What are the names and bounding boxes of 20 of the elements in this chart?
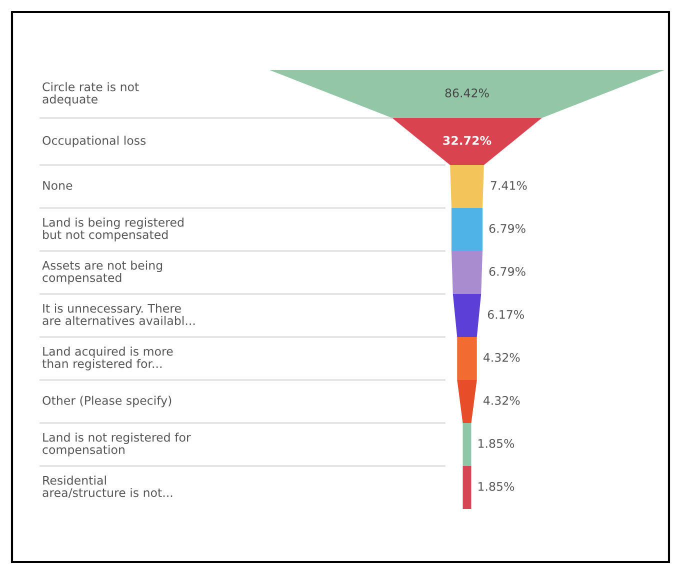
category-label: Occupational loss xyxy=(42,136,146,148)
data-label: 1.85% xyxy=(478,482,514,491)
data-label: 4.32% xyxy=(483,352,520,362)
data-label: 32.72% xyxy=(443,136,492,145)
data-label: 86.42% xyxy=(445,88,489,98)
category-label: Other (Please specify) xyxy=(42,396,172,408)
category-label: Land is not registered for compensation xyxy=(42,432,191,456)
category-label: Assets are not being compensated xyxy=(42,260,162,284)
category-label: Residential area/structure is not... xyxy=(42,476,172,498)
category-label: It is unnecessary. There are alternatives availabl... xyxy=(42,304,195,326)
category-label: Circle rate is not adequate xyxy=(42,82,139,106)
category-label: Land acquired is more than registered for... xyxy=(42,346,173,370)
category-label: Land is being registered but not compensated xyxy=(43,218,184,242)
data-label: 6.79% xyxy=(489,224,526,233)
data-label: 7.41% xyxy=(490,180,527,190)
data-label: 1.85% xyxy=(478,438,514,448)
data-label: 6.17% xyxy=(488,310,524,319)
data-label: 6.79% xyxy=(489,266,526,276)
category-label: None xyxy=(43,181,72,190)
data-label: 4.32% xyxy=(483,396,520,405)
